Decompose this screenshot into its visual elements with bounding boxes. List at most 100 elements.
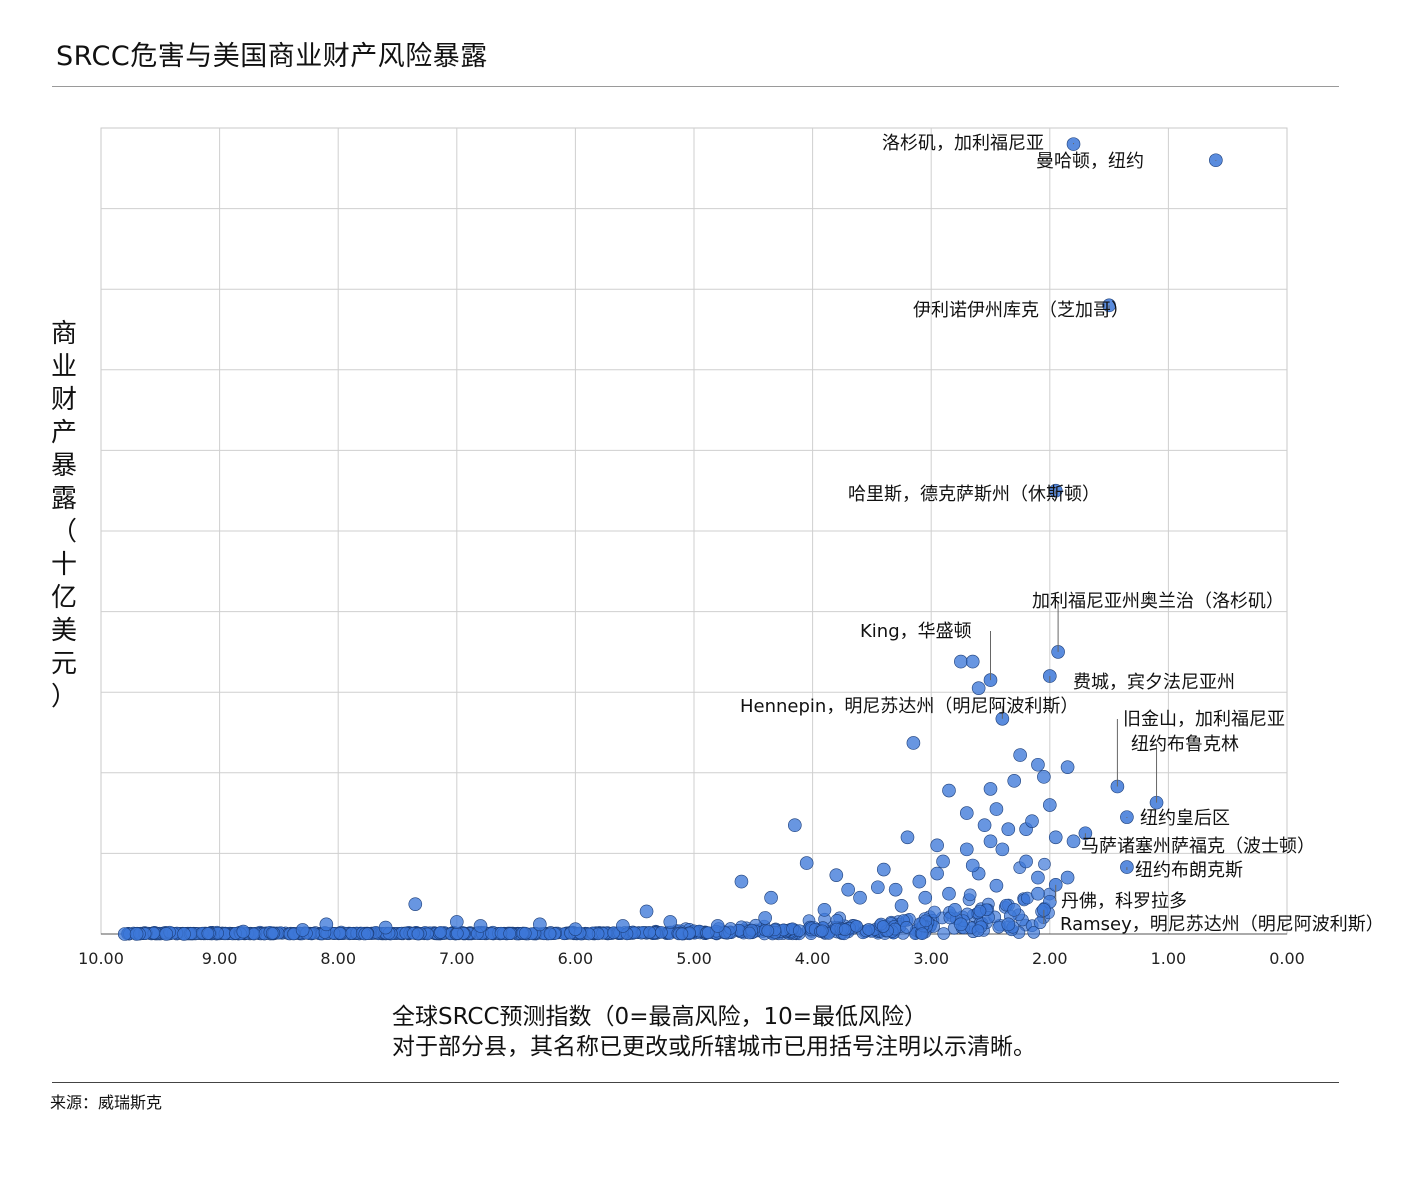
data-point-dense — [876, 920, 890, 933]
data-point-dense — [850, 919, 863, 933]
data-point — [841, 882, 855, 897]
annotation-label: 洛杉矶，加利福尼亚 — [882, 133, 1044, 154]
data-point — [295, 923, 310, 937]
data-point-dense — [201, 927, 215, 940]
footer-divider — [52, 1082, 1339, 1083]
data-point-dense — [862, 923, 876, 936]
data-point-dense — [973, 904, 987, 918]
data-point — [983, 782, 998, 796]
data-point-dense — [265, 927, 279, 940]
annotation-leaders — [990, 143, 1217, 924]
data-point-dense — [701, 926, 715, 939]
data-point — [894, 898, 909, 913]
data-point — [378, 920, 393, 935]
data-point-dense — [655, 926, 668, 939]
data-point — [319, 917, 334, 932]
data-point — [954, 654, 968, 669]
annotation-label: 曼哈顿，纽约 — [1036, 151, 1144, 172]
y-axis-label-char: 商 — [50, 319, 77, 349]
data-point-dense — [761, 924, 775, 938]
data-point-dense — [1038, 857, 1051, 871]
data-point — [177, 927, 191, 941]
x-axis-title: 全球SRCC预测指数（0=最高风险，10=最低风险） — [392, 1004, 927, 1030]
data-point — [983, 834, 998, 849]
data-point — [948, 903, 962, 917]
data-point-dense — [333, 926, 347, 940]
data-point-dense — [793, 924, 806, 937]
x-tick-label: 9.00 — [202, 949, 238, 968]
x-tick-label: 2.00 — [1032, 949, 1068, 968]
data-point — [930, 866, 944, 881]
annotation-label: Hennepin，明尼苏达州（明尼阿波利斯） — [740, 696, 1078, 717]
data-point — [788, 818, 802, 832]
data-point-dense — [1027, 926, 1041, 939]
data-point — [1007, 774, 1022, 788]
data-point — [236, 924, 251, 939]
data-point — [129, 927, 144, 941]
data-point — [989, 878, 1004, 893]
data-point-dense — [919, 914, 933, 928]
data-point — [942, 783, 956, 798]
annotation-label: Ramsey，明尼苏达州（明尼阿波利斯） — [1060, 914, 1384, 935]
x-tick-label: 5.00 — [676, 949, 712, 968]
data-point — [1066, 834, 1081, 849]
data-point — [1019, 854, 1033, 869]
title-divider — [52, 86, 1339, 87]
data-point — [1001, 822, 1016, 837]
source-note: 来源：威瑞斯克 — [50, 1093, 163, 1112]
data-point — [995, 842, 1010, 857]
data-point — [758, 911, 772, 925]
data-point — [1007, 903, 1022, 917]
data-point — [977, 818, 992, 832]
data-point — [1043, 798, 1057, 812]
y-axis-label-char: 产 — [50, 418, 77, 448]
y-axis-label-char: 暴 — [50, 451, 77, 481]
data-point — [930, 838, 944, 853]
annotation-label: 马萨诸塞州萨福克（波士顿） — [1081, 836, 1315, 857]
annotation-label: 丹佛，科罗拉多 — [1061, 891, 1187, 912]
data-point-dense — [543, 927, 557, 941]
data-point-dense — [607, 926, 620, 940]
x-tick-label: 6.00 — [558, 949, 594, 968]
data-point — [1013, 748, 1027, 762]
data-point — [710, 919, 725, 933]
data-point — [408, 897, 423, 911]
data-point — [888, 882, 903, 897]
x-tick-label: 1.00 — [1151, 949, 1187, 968]
data-point-dense — [743, 926, 756, 940]
data-point-dense — [915, 927, 929, 940]
data-point — [912, 874, 927, 889]
x-axis-note: 对于部分县，其名称已更改或所辖城市已用括号注明以示清晰。 — [392, 1034, 1036, 1060]
y-axis-label: 商业财产暴露（十亿美元） — [44, 318, 84, 714]
data-point — [639, 904, 654, 919]
data-point — [959, 842, 974, 857]
data-point-dense — [928, 905, 941, 919]
chart-title: SRCC危害与美国商业财产风险暴露 — [56, 41, 488, 72]
data-point-dense — [411, 927, 425, 941]
data-point — [918, 890, 933, 905]
data-point — [449, 915, 464, 929]
data-point-dense — [1033, 916, 1047, 930]
data-point — [663, 915, 678, 929]
data-point-dense — [815, 924, 829, 938]
data-point-dense — [963, 888, 977, 902]
annotation-label: 纽约皇后区 — [1140, 808, 1230, 829]
data-point — [989, 802, 1004, 816]
data-point — [965, 858, 980, 873]
x-tick-label: 8.00 — [320, 949, 356, 968]
dense-point-band — [121, 857, 1056, 941]
data-point — [1060, 870, 1075, 885]
data-point — [1060, 760, 1075, 774]
y-axis-label-char: 元 — [50, 649, 77, 679]
data-point — [971, 681, 986, 695]
data-point-dense — [451, 927, 464, 940]
data-point — [954, 917, 968, 932]
x-tick-label: 4.00 — [795, 949, 831, 968]
x-tick-label: 3.00 — [913, 949, 949, 968]
y-axis-label-char: 十 — [50, 550, 77, 580]
plot-grid — [100, 127, 1288, 935]
x-tick-label: 10.00 — [78, 949, 124, 968]
data-point — [871, 880, 885, 895]
